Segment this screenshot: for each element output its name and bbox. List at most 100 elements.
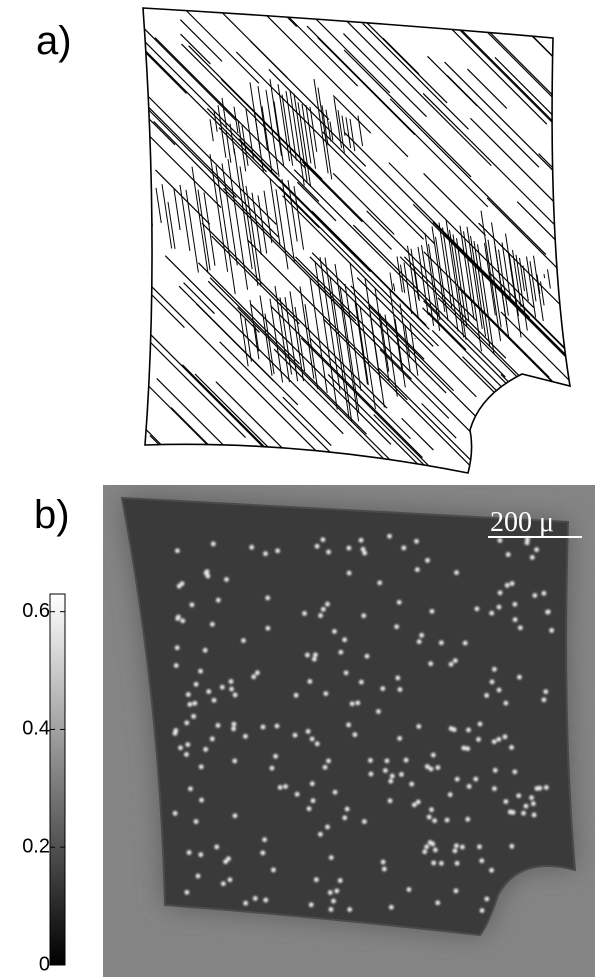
hatch-line <box>250 300 259 359</box>
spot <box>425 558 430 563</box>
spot <box>293 733 298 738</box>
spot <box>433 848 438 853</box>
hatch-line <box>342 116 345 136</box>
hatch-line <box>264 0 447 103</box>
spot <box>422 849 427 854</box>
spot <box>448 792 453 797</box>
spot <box>326 550 331 555</box>
spot <box>505 583 510 588</box>
hatch-line <box>101 0 236 121</box>
spot <box>321 607 326 612</box>
spot <box>206 689 211 694</box>
spot <box>176 615 181 620</box>
spot <box>473 777 478 782</box>
spot <box>521 811 526 816</box>
spot <box>492 739 497 744</box>
hatch-line <box>101 87 221 207</box>
spot <box>465 817 470 822</box>
spot <box>544 785 549 790</box>
spot <box>425 764 430 769</box>
hatch-line <box>278 84 290 161</box>
spot <box>454 570 459 575</box>
hatch-line <box>111 395 188 472</box>
spot <box>368 758 373 763</box>
spot <box>361 613 366 618</box>
spot <box>455 777 460 782</box>
spot <box>476 737 481 742</box>
spot <box>546 609 551 614</box>
spot <box>387 534 392 539</box>
hatch-line <box>511 0 562 36</box>
spot <box>439 640 444 645</box>
spot <box>175 645 180 650</box>
spot <box>436 765 441 770</box>
spot <box>214 845 219 850</box>
spot <box>241 638 246 643</box>
spot <box>542 591 547 596</box>
spot <box>184 752 189 757</box>
spot <box>275 548 280 553</box>
spot <box>509 844 514 849</box>
spot <box>342 815 347 820</box>
hatch-line <box>539 154 581 196</box>
spot <box>203 648 208 653</box>
spot <box>302 611 307 616</box>
hatch-line <box>174 189 180 230</box>
hatch-line <box>171 408 221 458</box>
spot <box>382 867 387 872</box>
spot <box>199 764 204 769</box>
hatch-line <box>267 0 296 27</box>
spot <box>294 693 299 698</box>
spot <box>399 772 404 777</box>
spot <box>543 689 548 694</box>
spot <box>271 868 276 873</box>
spot <box>510 581 515 586</box>
hatch-line <box>544 274 545 278</box>
spot <box>453 658 458 663</box>
colorbar-tick-label: 0.2 <box>22 836 50 858</box>
hatch-line <box>318 38 415 135</box>
spot <box>212 698 217 703</box>
hatch-line <box>181 34 211 64</box>
spot <box>484 693 489 698</box>
spot <box>352 732 357 737</box>
spot <box>261 725 266 730</box>
spot <box>326 759 331 764</box>
hatch-line <box>244 0 390 93</box>
spot <box>263 898 268 903</box>
hatch-line <box>424 173 486 235</box>
spot <box>228 877 233 882</box>
spot <box>395 676 400 681</box>
spot <box>253 896 258 901</box>
hatch-line <box>548 269 551 288</box>
hatch-line <box>136 41 267 172</box>
spot <box>194 819 199 824</box>
hatch-line <box>274 349 398 473</box>
hatch-line <box>333 173 394 234</box>
spot <box>493 768 498 773</box>
spot <box>492 667 497 672</box>
spot <box>323 691 328 696</box>
spot <box>329 907 334 912</box>
spot <box>455 861 460 866</box>
spot <box>232 722 237 727</box>
spot <box>251 674 256 679</box>
spot <box>430 609 435 614</box>
spot <box>210 622 215 627</box>
spot <box>394 624 399 629</box>
hatch-line <box>501 312 595 411</box>
spot <box>409 782 414 787</box>
hatch-line <box>216 382 284 450</box>
spot <box>283 784 288 789</box>
hatch-line <box>156 188 161 223</box>
spot <box>388 779 393 784</box>
spot <box>266 626 271 631</box>
spot <box>497 688 502 693</box>
hatch-line <box>260 295 272 375</box>
spot <box>452 727 457 732</box>
hatch-line <box>529 430 567 468</box>
spot <box>344 670 349 675</box>
spot <box>385 758 390 763</box>
colorbar-gradient <box>50 594 65 965</box>
spot <box>525 540 530 545</box>
